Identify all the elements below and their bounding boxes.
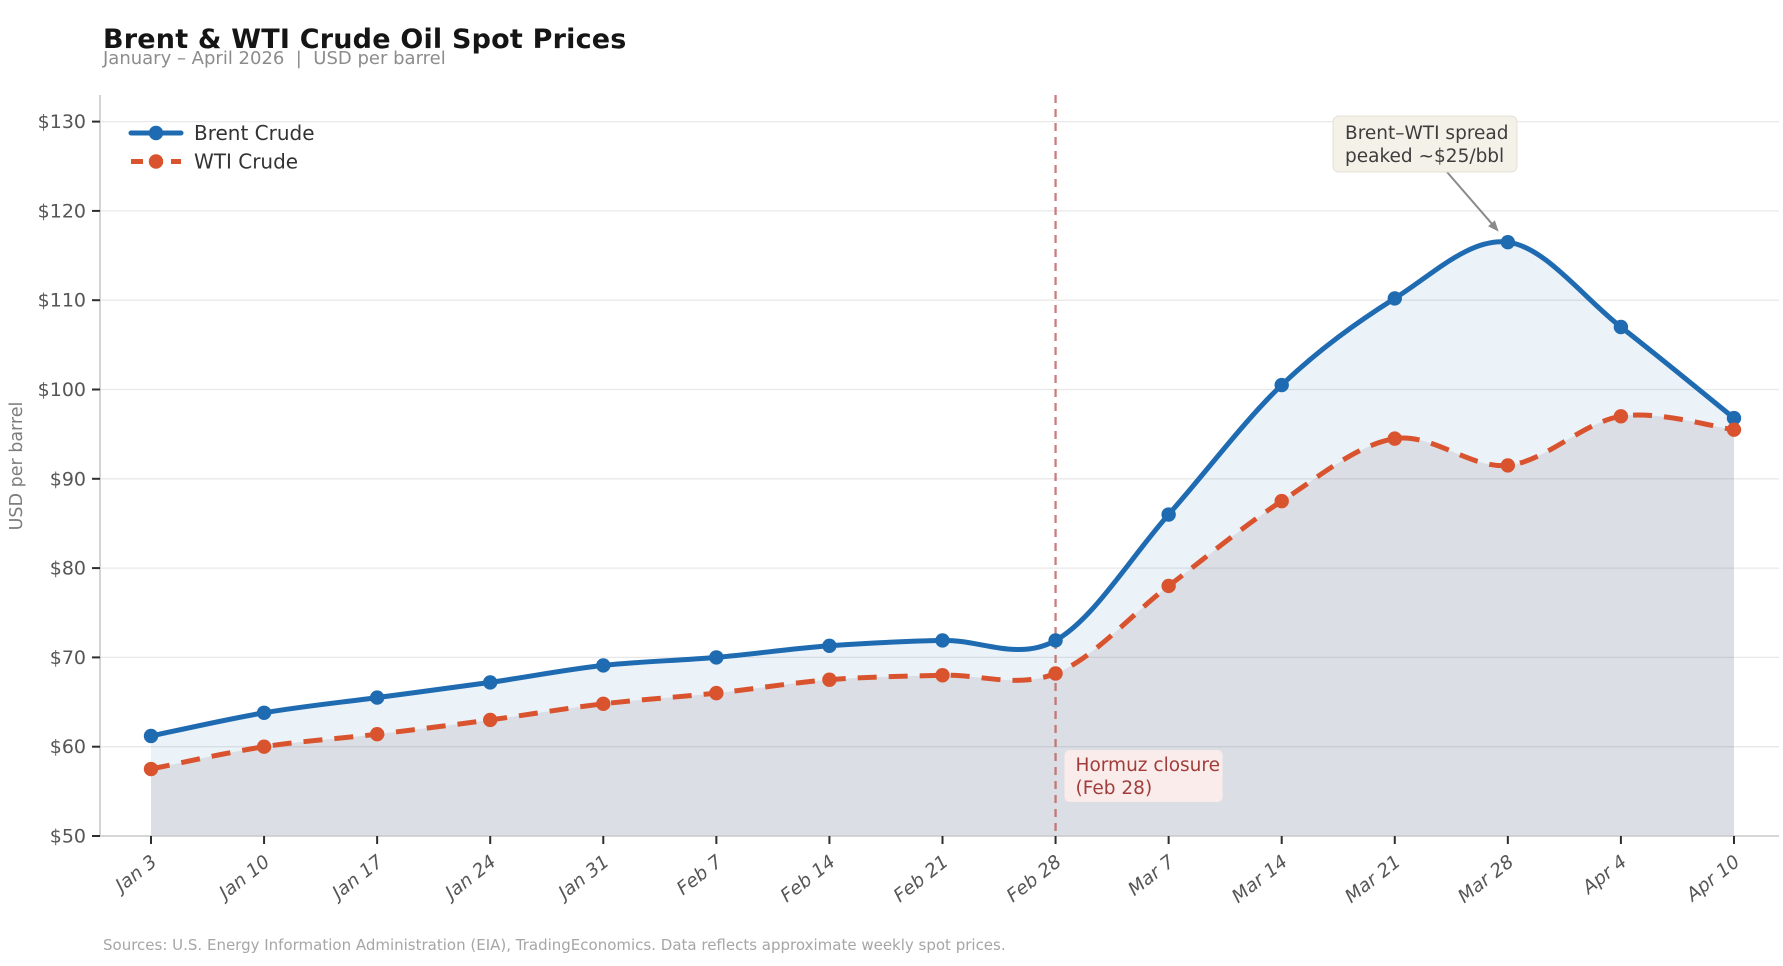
- page-subtitle: January – April 2026 | USD per barrel: [103, 48, 446, 69]
- series-brent-crude-marker: [256, 705, 272, 720]
- series-brent-crude-marker: [1161, 507, 1176, 522]
- x-tick-label: Feb 14: [777, 851, 840, 906]
- series-brent-crude-marker: [709, 650, 724, 665]
- x-tick-label: Apr 4: [1578, 851, 1631, 899]
- event-annotation: Hormuz closure(Feb 28): [1064, 750, 1223, 802]
- y-tick-label: $90: [50, 468, 86, 490]
- y-axis-ticks: $50 $60 $70 $80 $90 $100 $110 $120 $130: [38, 111, 100, 848]
- y-tick-label: $50: [50, 826, 86, 848]
- area-fill-wti-crude: [151, 415, 1734, 836]
- series-wti-crude-marker: [935, 668, 950, 683]
- x-tick-label: Mar 21: [1341, 851, 1405, 907]
- series-wti-crude-marker: [1726, 422, 1742, 437]
- series-wti-crude-marker: [143, 761, 159, 777]
- x-tick-label: Mar 14: [1228, 851, 1292, 907]
- legend: Brent Crude WTI Crude: [128, 121, 315, 174]
- series-brent-crude-marker: [1613, 319, 1629, 335]
- x-tick-label: Apr 10: [1682, 851, 1744, 906]
- legend-marker-sample: [148, 125, 164, 141]
- series-brent-crude-marker: [1726, 410, 1742, 426]
- series-brent-crude: [143, 234, 1742, 744]
- legend-marker-sample: [148, 154, 164, 169]
- x-tick-label: Feb 28: [1003, 851, 1066, 906]
- series-brent-crude-marker: [935, 633, 950, 648]
- callout-arrowhead: [1488, 220, 1499, 232]
- series-brent-crude-line: [148, 239, 1737, 739]
- series-wti-crude-marker: [256, 739, 272, 754]
- series-wti-crude-marker: [1161, 578, 1176, 594]
- x-tick-label: Jan 24: [439, 851, 501, 906]
- x-tick-label: Jan 10: [212, 851, 274, 906]
- y-axis-title: USD per barrel: [7, 402, 27, 531]
- series-wti-crude-marker: [1500, 458, 1516, 473]
- series-wti-crude-marker: [483, 712, 498, 728]
- series-wti-crude-marker: [1274, 493, 1289, 509]
- series-wti-crude-marker: [822, 672, 837, 687]
- y-tick-label: $110: [38, 290, 86, 312]
- x-tick-label: Feb 21: [890, 851, 953, 906]
- area-fills: [151, 241, 1734, 837]
- series-brent-crude-marker: [1500, 234, 1516, 250]
- series-brent-crude-marker: [143, 728, 159, 744]
- axes: [99, 95, 1779, 837]
- callout-line1: Brent–WTI spread: [1345, 123, 1508, 144]
- y-tick-label: $130: [38, 111, 86, 133]
- series-wti-crude-marker: [1387, 431, 1402, 446]
- series-brent-crude-marker: [596, 658, 611, 673]
- series-wti-crude-marker: [369, 726, 385, 742]
- y-tick-label: $70: [50, 647, 86, 669]
- x-tick-label: Mar 7: [1124, 851, 1179, 900]
- series-brent-crude-marker: [1048, 633, 1063, 648]
- x-tick-label: Jan 17: [325, 851, 387, 906]
- sources-footnote: Sources: U.S. Energy Information Adminis…: [103, 936, 1006, 954]
- series-wti-crude-marker: [1613, 409, 1629, 424]
- legend-item-wti-crude: WTI Crude: [131, 150, 298, 174]
- x-tick-label: Jan 31: [552, 851, 614, 906]
- callout-arrow: [1446, 171, 1496, 228]
- legend-item-brent-crude: Brent Crude: [128, 121, 315, 145]
- x-tick-label: Mar 28: [1454, 851, 1518, 907]
- area-fill-brent-crude: [151, 241, 1734, 837]
- series-wti-crude-line: [150, 412, 1735, 772]
- series-brent-crude-marker: [822, 638, 837, 653]
- series-brent-crude-marker: [1387, 291, 1402, 306]
- x-tick-label: Jan 3: [109, 851, 161, 898]
- y-tick-label: $60: [50, 736, 86, 758]
- callout-line2: peaked ~$25/bbl: [1345, 146, 1504, 167]
- series-wti-crude-marker: [596, 696, 611, 712]
- event-label-line2: (Feb 28): [1076, 778, 1153, 799]
- x-tick-label: Feb 7: [673, 851, 727, 899]
- y-tick-label: $120: [38, 200, 86, 222]
- event-label-line1: Hormuz closure: [1076, 755, 1220, 776]
- series-wti-crude: [143, 409, 1742, 777]
- y-tick-label: $100: [38, 379, 86, 401]
- series-wti-crude-marker: [1048, 666, 1063, 681]
- legend-label: WTI Crude: [194, 150, 298, 174]
- series-brent-crude-marker: [369, 690, 385, 705]
- page-title: Brent & WTI Crude Oil Spot Prices: [103, 24, 627, 56]
- legend-label: Brent Crude: [194, 121, 315, 145]
- series-brent-crude-marker: [1274, 377, 1289, 393]
- y-tick-label: $80: [50, 558, 86, 580]
- x-axis-ticks: Jan 3 Jan 10 Jan 17 Jan 24 Jan 31 Feb 7 Feb 14…: [109, 836, 1744, 908]
- series-wti-crude-marker: [709, 685, 724, 701]
- series-brent-crude-marker: [483, 675, 498, 690]
